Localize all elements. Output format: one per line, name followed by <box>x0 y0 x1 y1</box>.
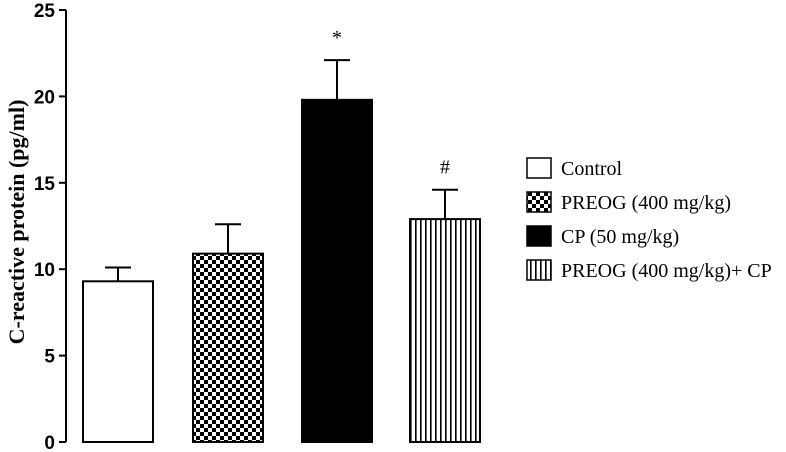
legend-swatch <box>526 225 552 247</box>
legend-swatch <box>526 259 552 281</box>
legend-label: PREOG (400 mg/kg) <box>561 192 731 214</box>
bars-group: *# <box>82 27 481 444</box>
y-tick-label: 10 <box>34 260 55 281</box>
bar <box>192 252 264 443</box>
y-tick-label: 20 <box>34 87 55 108</box>
y-tick-label: 25 <box>34 1 56 22</box>
significance-marker: # <box>440 157 450 179</box>
significance-marker: * <box>332 27 342 49</box>
legend-label: PREOG (400 mg/kg)+ CP <box>561 260 772 282</box>
bar <box>409 218 481 443</box>
y-tick-label: 15 <box>34 174 56 195</box>
bar <box>82 280 154 443</box>
legend-swatch <box>526 191 552 213</box>
y-tick-label: 5 <box>44 347 55 368</box>
y-axis: 0 5 10 15 20 25 <box>34 1 67 452</box>
legend-label: CP (50 mg/kg) <box>561 226 679 248</box>
y-axis-label: C-reactive protein (pg/ml) <box>4 100 29 345</box>
legend-label: Control <box>561 158 623 180</box>
y-tick-label: 0 <box>44 433 55 452</box>
legend: Control PREOG (400 mg/kg) CP (50 mg/kg) PRE… <box>526 157 772 282</box>
bar <box>301 98 373 444</box>
legend-swatch <box>526 157 552 179</box>
